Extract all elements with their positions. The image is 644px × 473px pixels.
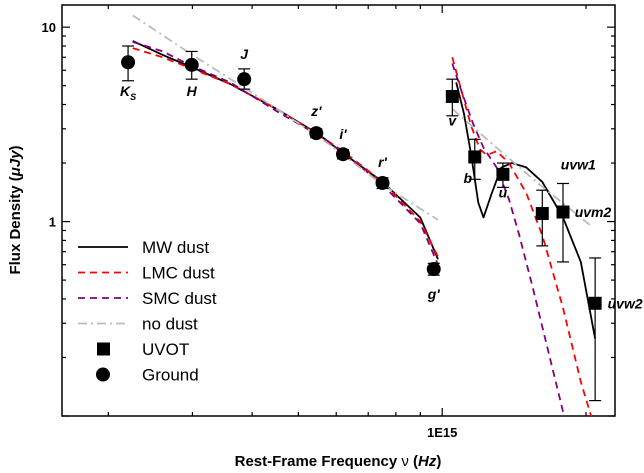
ground-point xyxy=(237,72,252,87)
ground-point xyxy=(184,57,199,72)
uvot-point-label: uvw1 xyxy=(561,157,596,173)
uvot-point xyxy=(588,296,602,310)
ground-point-label: r' xyxy=(378,154,387,170)
legend: MW dust LMC dust SMC dust no dust UVOT Ground xyxy=(78,238,217,385)
y-axis-title: Flux Density (μJy) xyxy=(7,145,24,274)
uvot-point-label: u xyxy=(499,184,508,200)
legend-label: no dust xyxy=(142,315,198,334)
axis-ticks: 10 1 1E15 xyxy=(42,5,615,440)
legend-marker-uvot xyxy=(97,342,110,356)
uvot-point-label: b xyxy=(463,170,472,186)
plot-frame xyxy=(61,4,616,417)
y-tick-label: 10 xyxy=(42,20,56,35)
model-curves xyxy=(132,14,596,417)
legend-label: LMC dust xyxy=(142,264,215,283)
uvot-point-label: v xyxy=(448,112,457,128)
ground-point-label: J xyxy=(240,46,249,62)
ground-point-label: H xyxy=(187,83,198,99)
uvot-point xyxy=(556,205,570,219)
legend-label: UVOT xyxy=(142,340,189,359)
ground-point xyxy=(375,175,390,190)
ground-point-label: i' xyxy=(339,126,347,142)
x-axis-title: Rest-Frame Frequency ν (Hz) xyxy=(235,453,442,470)
uvot-point xyxy=(535,207,549,221)
legend-marker-ground xyxy=(96,367,110,382)
legend-label: Ground xyxy=(142,366,199,385)
uvot-point-label: uvw2 xyxy=(608,295,643,311)
legend-label: SMC dust xyxy=(142,289,217,308)
ground-point xyxy=(336,147,351,162)
uvot-point xyxy=(496,167,510,181)
ground-point-label: z' xyxy=(310,103,322,119)
series-line-lmc-dust xyxy=(132,47,592,417)
ground-point xyxy=(426,262,441,277)
uvot-point xyxy=(468,150,482,164)
y-tick-label: 1 xyxy=(49,215,56,230)
legend-label: MW dust xyxy=(142,238,209,257)
ground-point xyxy=(309,126,324,141)
point-labels: KS H Jz' i' r' g' v b u uvw1 uvm2 uvw2 xyxy=(120,46,643,311)
uvot-point xyxy=(445,89,459,103)
ground-point xyxy=(121,55,136,70)
data-points xyxy=(121,45,602,402)
series-line-smc-dust xyxy=(132,41,565,417)
ground-point-label: g' xyxy=(427,286,441,302)
uvot-point-label: uvm2 xyxy=(575,204,612,220)
x-tick-label: 1E15 xyxy=(427,425,457,440)
ground-point-label: KS xyxy=(120,83,136,102)
series-line-no-dust xyxy=(132,14,592,227)
